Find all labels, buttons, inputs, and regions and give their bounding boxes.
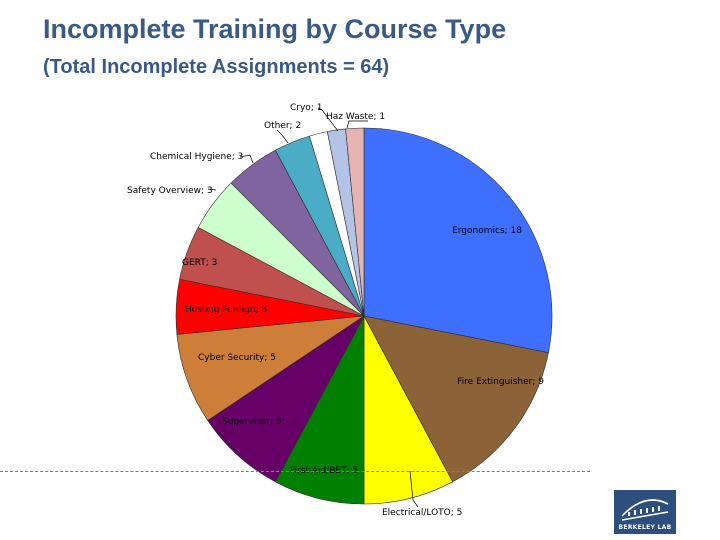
- slice-label-haz-waste: Haz Waste; 1: [326, 112, 385, 122]
- pie-slice-first-aid-bet: [274, 315, 365, 505]
- berkeley-lab-logo: BERKELEY LAB: [614, 490, 676, 534]
- slice-label-gert: GERT; 3: [182, 258, 217, 268]
- slice-label-hosting-foreign: Hosting Foreign; 3: [185, 305, 267, 315]
- footer-divider: [0, 471, 590, 472]
- pie-slice-electrical-loto: [363, 315, 454, 505]
- pie-slice-fire-extinguisher: [363, 315, 549, 483]
- slice-label-ergonomics: Ergonomics; 18: [452, 226, 522, 236]
- slide-subtitle: (Total Incomplete Assignments = 64): [43, 56, 390, 78]
- slice-label-safety-overview: Safety Overview; 3: [127, 186, 213, 196]
- leader-line-haz-waste: [346, 120, 368, 129]
- slice-label-supervisor: Supervisor; 5: [222, 417, 282, 427]
- logo-text: BERKELEY LAB: [618, 524, 672, 531]
- lab-building-icon: [621, 499, 669, 521]
- pie-slice-cyber-security: [176, 315, 365, 421]
- pie-slice-ergonomics: [363, 127, 553, 354]
- slice-label-cyber-security: Cyber Security; 5: [198, 353, 276, 363]
- slice-label-cryo: Cryo; 1: [290, 103, 322, 113]
- slice-label-chemical-hygiene: Chemical Hygiene; 3: [150, 152, 243, 162]
- leader-line-chemical-hygiene: [239, 154, 254, 164]
- slice-label-other: Other; 2: [264, 121, 301, 131]
- slice-label-fire-extinguisher: Fire Extinguisher; 9: [457, 377, 544, 387]
- leader-line-safety-overview: [207, 188, 217, 191]
- pie-slice-rad: [345, 127, 365, 317]
- leader-line-other: [276, 129, 289, 144]
- pie-slice-supervisor: [207, 315, 365, 483]
- slide-title: Incomplete Training by Course Type: [43, 14, 507, 44]
- leader-line-cryo: [317, 107, 339, 132]
- leader-line-electrical-loto: [409, 470, 419, 508]
- slice-label-electrical-loto: Electrical/LOTO; 5: [382, 508, 462, 518]
